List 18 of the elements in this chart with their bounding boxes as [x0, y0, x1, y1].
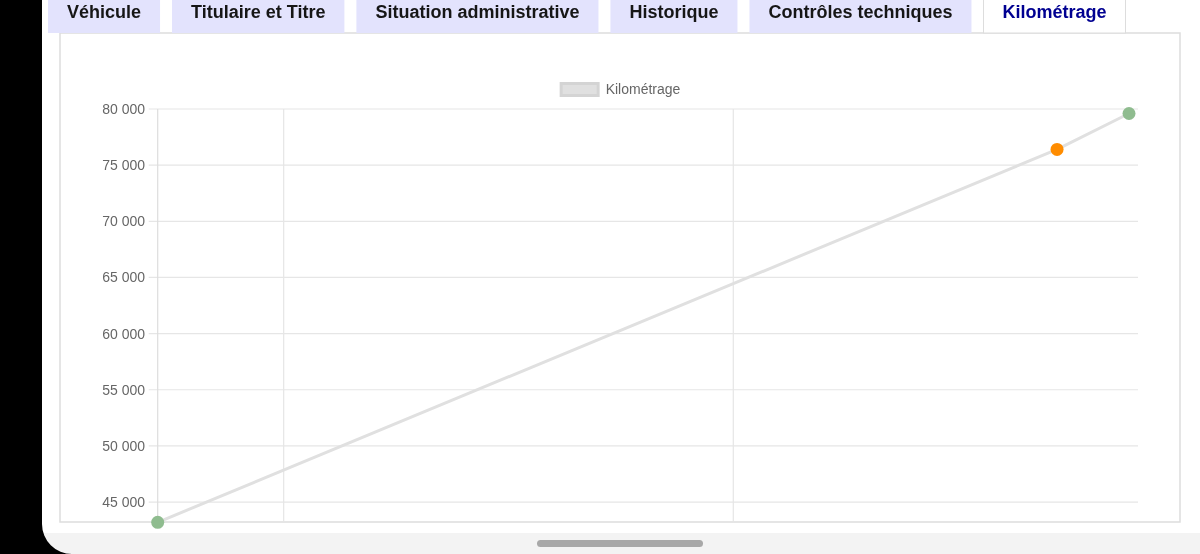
- point: [1050, 142, 1064, 156]
- tab[interactable]: Titulaire et Titre: [172, 0, 345, 33]
- tab[interactable]: Historique: [610, 0, 738, 33]
- tab[interactable]: Situation administrative: [356, 0, 599, 33]
- legend-label: Kilométrage: [605, 81, 681, 97]
- y-tick-label: 70 000: [102, 213, 146, 230]
- tab[interactable]: Contrôles techniques: [749, 0, 972, 33]
- point: [151, 515, 165, 529]
- y-tick-label: 75 000: [102, 157, 146, 174]
- tab[interactable]: Véhicule: [48, 0, 161, 33]
- y-tick-label: 65 000: [102, 269, 146, 286]
- tab[interactable]: Kilométrage: [983, 0, 1126, 34]
- y-tick-label: 55 000: [102, 381, 146, 398]
- point: [1122, 106, 1136, 120]
- y-tick-label: 80 000: [102, 100, 146, 117]
- y-tick-label: 60 000: [102, 325, 146, 342]
- y-tick-label: 45 000: [102, 493, 146, 510]
- y-tick-label: 50 000: [102, 437, 146, 454]
